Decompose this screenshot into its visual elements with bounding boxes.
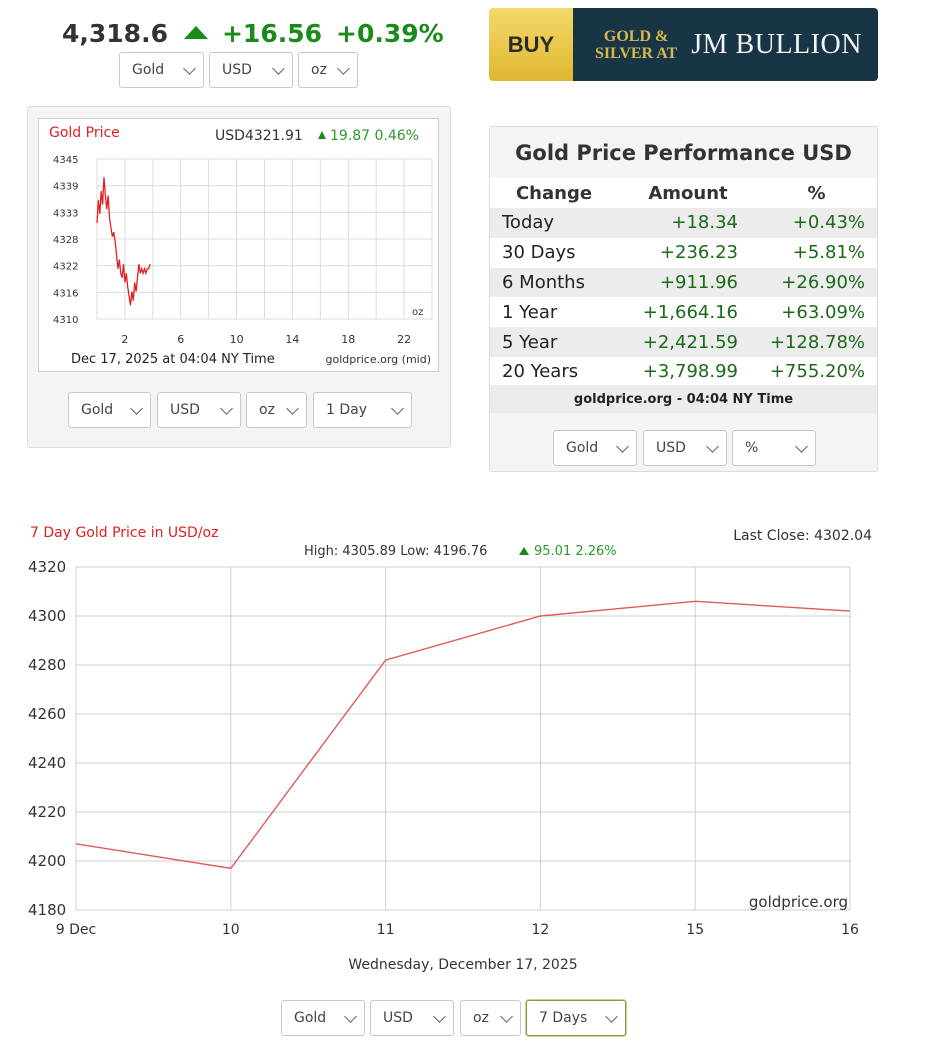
seven-day-chart: 9 Dec 10 11 12 15 16 4320 4300 4280 4260 4240 4220 4… — [0, 510, 926, 990]
unit-label: oz — [412, 307, 423, 318]
bottom-unit-select[interactable]: oz — [460, 1000, 521, 1036]
perf-metal-select[interactable]: Gold — [553, 430, 637, 466]
price-line — [96, 177, 151, 306]
watermark: goldprice.org — [749, 893, 848, 911]
banner-brand: JM Bullion — [691, 28, 862, 60]
chart-source: goldprice.org (mid) — [326, 353, 432, 366]
chevron-down-icon — [706, 440, 719, 453]
chart-range-select[interactable]: 1 Day — [313, 392, 412, 428]
chart-change: 19.87 0.46% — [330, 128, 419, 144]
jm-bullion-banner[interactable]: BUY Gold & Silver At JM Bullion — [489, 8, 878, 81]
x-tick-label: 15 — [686, 922, 704, 938]
x-tick-label: 14 — [285, 333, 299, 346]
y-tick-label: 4180 — [28, 901, 66, 919]
x-tick-label: 9 Dec — [56, 922, 96, 938]
x-tick-label: 10 — [222, 922, 240, 938]
price-header: 4,318.6 +16.56 +0.39% — [62, 14, 444, 52]
chart-title: 7 Day Gold Price in USD/oz — [30, 525, 218, 541]
price-line — [75, 600, 851, 870]
plot-area — [75, 566, 851, 911]
chart-unit-select[interactable]: oz — [246, 392, 307, 428]
banner-tagline: Gold & Silver At — [595, 27, 678, 62]
table-row: Today +18.34 +0.43% — [490, 208, 877, 238]
chevron-down-icon — [183, 62, 196, 75]
x-tick-label: 11 — [377, 922, 395, 938]
table-row: 20 Years +3,798.99 +755.20% — [490, 356, 877, 387]
chevron-down-icon — [220, 402, 233, 415]
current-price: 4,318.6 — [62, 18, 168, 48]
chevron-down-icon — [500, 1010, 513, 1023]
x-tick-label: 18 — [341, 333, 355, 346]
intraday-chart: 4345 4339 4333 4328 4322 4316 4310 2 6 10 14 18 22 Go… — [38, 118, 439, 372]
currency-select[interactable]: USD — [209, 52, 293, 88]
y-tick-label: 4339 — [53, 182, 78, 193]
bottom-currency-select[interactable]: USD — [370, 1000, 454, 1036]
y-tick-label: 4280 — [28, 656, 66, 674]
chart-metal-select[interactable]: Gold — [68, 392, 151, 428]
seven-day-chart-svg: 9 Dec 10 11 12 15 16 4320 4300 4280 4260 4240 4220 4… — [28, 525, 872, 973]
up-arrow-icon — [183, 25, 208, 39]
perf-currency-select[interactable]: USD — [643, 430, 727, 466]
change-label: 95.01 2.26% — [534, 544, 617, 559]
performance-title: Gold Price Performance USD — [515, 141, 852, 165]
chevron-down-icon — [605, 1010, 618, 1023]
performance-table: Change Amount % Today +18.34 +0.43% 30 D… — [490, 178, 877, 387]
chevron-down-icon — [433, 1010, 446, 1023]
chart-currency-select[interactable]: USD — [157, 392, 241, 428]
y-tick-label: 4316 — [53, 288, 78, 299]
unit-select[interactable]: oz — [298, 52, 358, 88]
chevron-down-icon — [795, 440, 808, 453]
y-tick-label: 4345 — [53, 155, 78, 166]
intraday-chart-svg: 4345 4339 4333 4328 4322 4316 4310 2 6 10 14 18 22 Go… — [49, 125, 433, 367]
x-tick-label: 16 — [841, 922, 859, 938]
up-arrow-icon — [519, 547, 529, 555]
x-tick-label: 6 — [177, 333, 184, 346]
table-row: 6 Months +911.96 +26.90% — [490, 267, 877, 298]
chevron-down-icon — [130, 402, 143, 415]
y-tick-label: 4260 — [28, 705, 66, 723]
chart-title: Gold Price — [49, 125, 120, 141]
chart-quote: USD4321.91 — [215, 128, 303, 144]
chevron-down-icon — [344, 1010, 357, 1023]
chevron-down-icon — [391, 402, 404, 415]
table-row: 1 Year +1,664.16 +63.09% — [490, 297, 877, 328]
x-tick-label: 22 — [397, 333, 411, 346]
performance-footer: goldprice.org - 04:04 NY Time — [490, 385, 877, 413]
perf-mode-select[interactable]: % — [732, 430, 816, 466]
high-low-label: High: 4305.89 Low: 4196.76 — [304, 544, 487, 559]
x-tick-label: 2 — [121, 333, 128, 346]
price-change: +16.56 — [221, 18, 323, 48]
y-tick-label: 4240 — [28, 754, 66, 772]
last-close-label: Last Close: 4302.04 — [733, 528, 872, 544]
price-change-percent: +0.39% — [336, 18, 444, 48]
y-tick-label: 4322 — [53, 262, 78, 273]
y-tick-label: 4300 — [28, 607, 66, 625]
table-row: 30 Days +236.23 +5.81% — [490, 237, 877, 268]
table-header: Change Amount % — [490, 178, 877, 208]
banner-buy-label: BUY — [489, 8, 573, 81]
y-tick-label: 4200 — [28, 852, 66, 870]
bottom-range-select[interactable]: 7 Days — [526, 1000, 626, 1036]
y-tick-label: 4320 — [28, 558, 66, 576]
y-tick-label: 4310 — [53, 315, 78, 326]
chart-timestamp: Dec 17, 2025 at 04:04 NY Time — [71, 352, 275, 367]
table-row: 5 Year +2,421.59 +128.78% — [490, 327, 877, 357]
chevron-down-icon — [272, 62, 285, 75]
date-caption: Wednesday, December 17, 2025 — [348, 957, 577, 973]
x-tick-label: 10 — [230, 333, 244, 346]
chevron-down-icon — [286, 402, 299, 415]
x-tick-label: 12 — [531, 922, 549, 938]
y-tick-label: 4220 — [28, 803, 66, 821]
y-tick-label: 4328 — [53, 235, 78, 246]
y-tick-label: 4333 — [53, 208, 78, 219]
chevron-down-icon — [616, 440, 629, 453]
chevron-down-icon — [337, 62, 350, 75]
up-arrow-icon — [318, 131, 326, 139]
bottom-metal-select[interactable]: Gold — [281, 1000, 365, 1036]
metal-select[interactable]: Gold — [119, 52, 204, 88]
